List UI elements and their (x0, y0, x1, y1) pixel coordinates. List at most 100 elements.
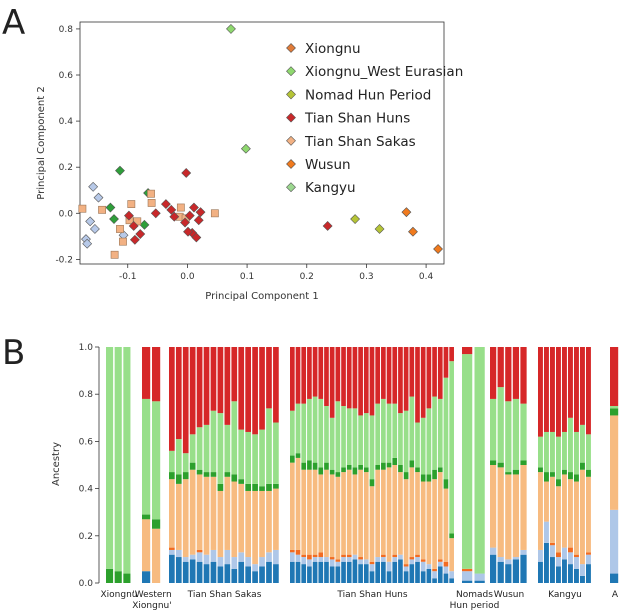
ancestry-sample-bar (307, 347, 312, 583)
ancestry-segment (224, 472, 231, 477)
pca-point (89, 224, 100, 234)
ancestry-sample-bar (123, 347, 131, 583)
ancestry-segment (363, 559, 369, 565)
ancestry-segment (231, 557, 238, 569)
ancestry-segment (538, 549, 543, 562)
ancestry-segment (210, 410, 217, 473)
ancestry-segment (152, 401, 161, 520)
ancestry-segment (449, 361, 454, 534)
ancestry-segment (358, 564, 363, 583)
pca-y-axis-label: Principal Component 2 (36, 86, 47, 199)
ancestry-segment (443, 347, 449, 378)
ancestry-segment (245, 557, 252, 567)
ancestry-segment (538, 467, 543, 473)
ancestry-segment (196, 469, 203, 475)
ancestry-sample-bar (392, 347, 398, 583)
ancestry-segment (318, 552, 324, 558)
ancestry-segment (462, 580, 473, 583)
ancestry-segment (512, 557, 520, 560)
pca-point (433, 244, 443, 254)
ancestry-segment (610, 408, 619, 416)
ancestry-y-tick-label: 0.0 (79, 579, 94, 589)
ancestry-segment (415, 561, 420, 583)
ancestry-segment (381, 561, 386, 583)
ancestry-segment (169, 549, 175, 555)
ancestry-segment (544, 431, 549, 473)
ancestry-segment (224, 347, 231, 425)
ancestry-segment (123, 347, 131, 574)
ancestry-y-axis-label: Ancestry (51, 442, 62, 486)
pca-point (98, 205, 106, 214)
ancestry-segment (295, 561, 301, 583)
ancestry-segment (266, 490, 272, 553)
ancestry-segment (369, 347, 375, 416)
ancestry-segment (346, 347, 352, 409)
ancestry-segment (352, 347, 358, 409)
ancestry-segment (437, 347, 443, 399)
ancestry-group-label: Tian Shan Sakas (187, 590, 262, 600)
ancestry-group-label: Xiongnu (101, 590, 138, 600)
ancestry-segment (490, 554, 497, 583)
ancestry-segment (307, 469, 312, 555)
ancestry-sample-bar (512, 347, 520, 583)
ancestry-segment (586, 552, 591, 555)
ancestry-segment (538, 561, 543, 583)
ancestry-segment (307, 566, 312, 583)
pca-point (127, 200, 136, 208)
ancestry-segment (415, 422, 420, 468)
ancestry-segment (432, 396, 437, 470)
ancestry-sample-bar (580, 347, 585, 583)
ancestry-segment (312, 557, 318, 562)
ancestry-segment (432, 347, 437, 397)
ancestry-segment (392, 347, 398, 404)
ancestry-segment (252, 347, 258, 435)
ancestry-sample-bar (203, 347, 210, 583)
ancestry-segment (352, 467, 358, 475)
ancestry-segment (290, 455, 295, 463)
pca-point (183, 226, 193, 237)
ancestry-segment (324, 347, 329, 406)
ancestry-segment (114, 571, 122, 583)
ancestry-segment (238, 479, 245, 484)
ancestry-segment (381, 557, 386, 562)
pca-point (139, 219, 150, 230)
pca-point (147, 199, 156, 207)
ancestry-segment (341, 554, 346, 558)
ancestry-segment (398, 465, 403, 473)
ancestry-segment (324, 561, 329, 583)
ancestry-segment (358, 557, 363, 560)
pca-point (135, 229, 146, 239)
ancestry-segment (352, 559, 358, 583)
pca-point (189, 202, 199, 213)
ancestry-segment (142, 514, 151, 520)
ancestry-segment (295, 347, 301, 404)
ancestry-segment (210, 476, 217, 550)
ancestry-segment (301, 557, 307, 565)
ancestry-segment (574, 481, 579, 555)
ancestry-segment (375, 557, 381, 562)
ancestry-segment (556, 486, 561, 553)
pca-plot-frame (79, 21, 445, 265)
ancestry-sample-bar (182, 347, 189, 583)
pca-y-tick-label: 0.2 (59, 163, 73, 173)
ancestry-segment (369, 571, 375, 583)
legend-marker (286, 159, 296, 169)
ancestry-sample-bar (169, 347, 175, 583)
ancestry-segment (318, 398, 324, 468)
ancestry-segment (175, 347, 182, 440)
ancestry-sample-bar (381, 347, 386, 583)
ancestry-segment (381, 398, 386, 463)
ancestry-segment (386, 347, 392, 404)
ancestry-segment (259, 566, 265, 583)
ancestry-segment (301, 403, 307, 463)
pca-point (180, 217, 190, 228)
ancestry-segment (231, 481, 238, 558)
ancestry-segment (497, 387, 504, 463)
ancestry-segment (375, 469, 381, 558)
ancestry-segment (392, 465, 398, 555)
ancestry-segment (238, 483, 245, 553)
ancestry-segment (245, 566, 252, 583)
ancestry-segment (169, 347, 175, 451)
pca-points (78, 23, 443, 259)
ancestry-segment (335, 559, 341, 562)
